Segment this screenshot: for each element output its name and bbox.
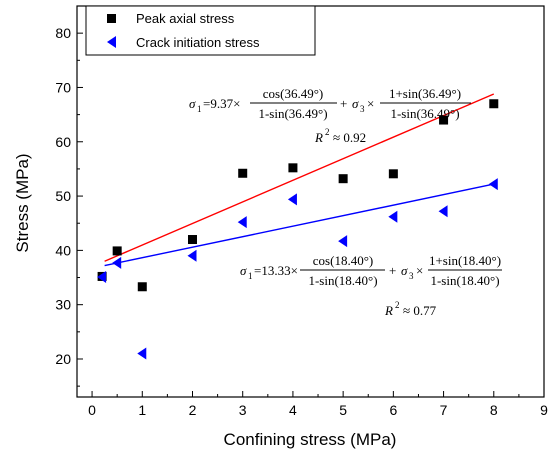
x-tick-label: 1 — [138, 402, 146, 418]
peak-fit-equation: σ 1 =9.37× cos(36.49°) 1-sin(36.49°) + σ… — [189, 86, 471, 145]
peak-stress-point — [338, 174, 348, 184]
crack-eq-num1: cos(18.40°) — [313, 253, 373, 268]
peak-stress-point — [137, 282, 147, 292]
peak-stress-point — [187, 235, 197, 245]
fit-lines — [104, 93, 495, 267]
crack-eq-sub1: 1 — [248, 271, 253, 281]
peak-stress-point — [439, 115, 449, 125]
crack-eq-times: × — [416, 263, 423, 278]
crack-eq-coef: =13.33× — [254, 263, 298, 278]
crack-stress-point — [137, 347, 147, 360]
x-tick-label: 0 — [88, 402, 96, 418]
peak-eq-r2-value: ≈ 0.92 — [333, 130, 366, 145]
y-tick-label: 30 — [55, 297, 71, 313]
crack-eq-r2-value: ≈ 0.77 — [403, 303, 437, 318]
peak-eq-num1: cos(36.49°) — [263, 86, 323, 101]
crack-stress-point — [112, 256, 122, 269]
crack-eq-sigma1: σ — [240, 263, 247, 278]
crack-eq-den2: 1-sin(18.40°) — [430, 273, 499, 288]
peak-eq-den1: 1-sin(36.49°) — [258, 106, 327, 121]
y-tick-label: 70 — [55, 79, 71, 95]
x-tick-label: 8 — [490, 402, 498, 418]
crack-eq-num2: 1+sin(18.40°) — [429, 253, 501, 268]
crack-fit-equation: σ 1 =13.33× cos(18.40°) 1-sin(18.40°) + … — [240, 253, 502, 318]
x-tick-label: 7 — [440, 402, 448, 418]
legend-marker-crack — [107, 36, 116, 48]
crack-eq-sigma3: σ — [401, 263, 408, 278]
axis-ticks: 0 1 2 3 4 5 6 7 8 9 20 30 40 50 60 70 80 — [55, 5, 548, 418]
x-tick-label: 5 — [339, 402, 347, 418]
peak-eq-num2: 1+sin(36.49°) — [389, 86, 461, 101]
peak-eq-r2-exp: 2 — [325, 127, 330, 137]
crack-stress-point — [237, 216, 247, 229]
crack-stress-point — [187, 249, 197, 262]
legend-marker-peak — [107, 14, 116, 23]
peak-eq-times: × — [367, 96, 374, 111]
x-tick-label: 2 — [189, 402, 197, 418]
crack-eq-sub3: 3 — [409, 271, 414, 281]
y-tick-label: 40 — [55, 242, 71, 258]
x-tick-label: 4 — [289, 402, 297, 418]
crack-stress-point — [287, 193, 297, 206]
plot-frame — [76, 5, 545, 398]
crack-eq-plus: + — [389, 263, 396, 278]
y-axis-label: Stress (MPa) — [13, 153, 32, 252]
crack-stress-point — [438, 205, 448, 218]
x-tick-label: 6 — [389, 402, 397, 418]
crack-eq-r2: R — [384, 303, 393, 318]
legend: Peak axial stress Crack initiation stres… — [85, 5, 316, 56]
peak-stress-point — [238, 168, 248, 178]
peak-eq-sub1: 1 — [197, 104, 202, 114]
legend-label-peak: Peak axial stress — [136, 11, 235, 26]
crack-stress-point — [338, 235, 348, 248]
peak-stress-point — [112, 246, 122, 256]
data-points — [97, 99, 499, 360]
peak-stress-point — [388, 169, 398, 179]
crack-eq-r2-exp: 2 — [395, 300, 400, 310]
peak-stress-point — [288, 163, 298, 173]
legend-label-crack: Crack initiation stress — [136, 35, 260, 50]
crack-eq-den1: 1-sin(18.40°) — [308, 273, 377, 288]
peak-fit-line — [104, 93, 495, 262]
y-tick-label: 20 — [55, 351, 71, 367]
y-tick-label: 50 — [55, 188, 71, 204]
legend-box — [85, 5, 316, 56]
peak-eq-coef: =9.37× — [203, 96, 240, 111]
y-tick-label: 80 — [55, 25, 71, 41]
x-tick-label: 3 — [239, 402, 247, 418]
x-axis-label: Confining stress (MPa) — [224, 430, 397, 449]
peak-eq-sigma3: σ — [352, 96, 359, 111]
crack-stress-point — [388, 210, 398, 223]
peak-eq-plus: + — [340, 96, 347, 111]
crack-stress-point — [97, 270, 107, 283]
peak-eq-den2: 1-sin(36.49°) — [390, 106, 459, 121]
x-tick-label: 9 — [540, 402, 548, 418]
peak-eq-r2: R — [314, 130, 323, 145]
crack-stress-point — [488, 178, 498, 191]
peak-eq-sub3: 3 — [360, 104, 365, 114]
peak-stress-point — [489, 99, 499, 109]
y-tick-label: 60 — [55, 134, 71, 150]
crack-fit-line — [104, 183, 494, 267]
peak-eq-sigma1: σ — [189, 96, 196, 111]
